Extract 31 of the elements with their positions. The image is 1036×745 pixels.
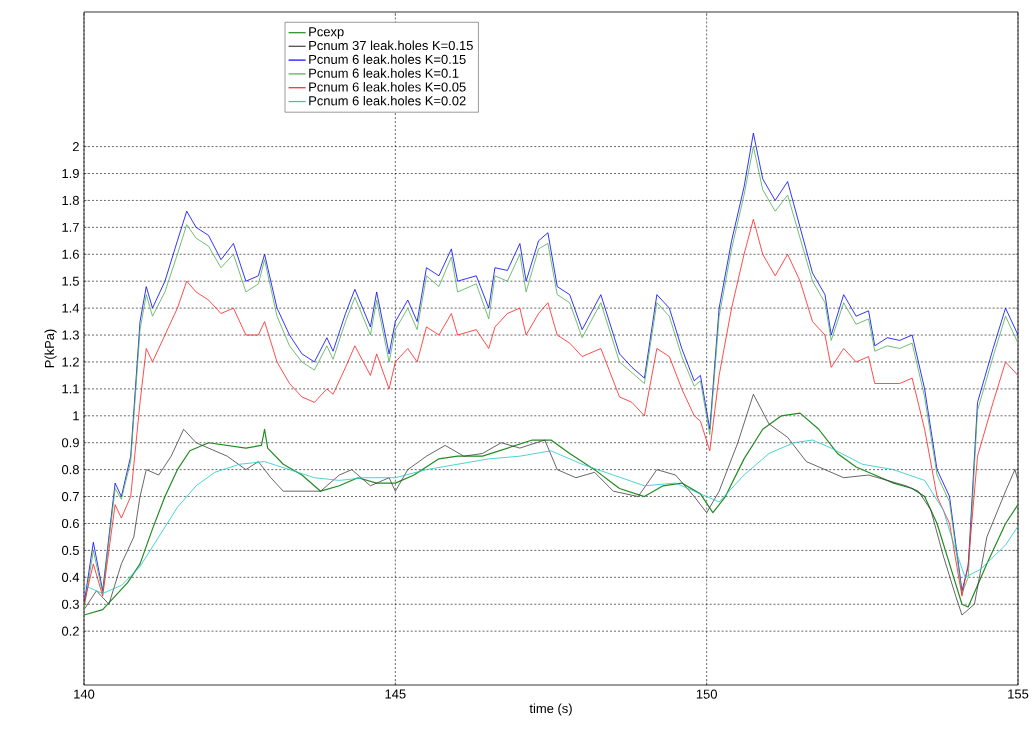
legend-label: Pcnum 6 leak.holes K=0.02 <box>309 95 466 106</box>
legend-label: Pcnum 37 leak.holes K=0.15 <box>309 40 473 51</box>
legend-label: Pcexp <box>309 27 344 39</box>
y-tick-label: 1.4 <box>62 303 80 313</box>
y-tick-label: 1.7 <box>62 222 79 232</box>
x-axis-title: time (s) <box>529 703 572 716</box>
legend-label: Pcnum 6 leak.holes K=0.05 <box>309 82 466 92</box>
y-tick-label: 1.6 <box>62 249 79 259</box>
y-tick-label: 1.5 <box>62 276 79 286</box>
x-tick-label: 140 <box>74 689 95 699</box>
legend-label: Pcnum 6 leak.holes K=0.15 <box>309 54 466 64</box>
y-tick-label: 0.3 <box>61 599 79 609</box>
x-tick-label: 155 <box>1008 689 1029 699</box>
y-tick-label: 1 <box>73 411 79 421</box>
y-axis-title: P(kPa) <box>44 329 57 368</box>
legend-label: Pcnum 6 leak.holes K=0.1 <box>309 68 459 78</box>
x-tick-label: 150 <box>696 689 717 699</box>
y-tick-label: 0.6 <box>61 518 79 529</box>
x-tick-label: 145 <box>385 689 406 699</box>
y-tick-label: 0.7 <box>61 491 79 502</box>
y-tick-label: 1.1 <box>62 384 79 394</box>
y-tick-label: 1.3 <box>62 330 79 340</box>
y-tick-label: 0.5 <box>61 545 79 555</box>
y-tick-label: 0.2 <box>61 626 79 636</box>
y-tick-label: 0.4 <box>61 572 80 582</box>
y-tick-label: 2 <box>72 142 79 152</box>
y-tick-label: 0.9 <box>61 438 79 448</box>
y-tick-label: 1.9 <box>62 168 79 179</box>
y-tick-label: 1.2 <box>62 357 79 367</box>
y-tick-label: 1.8 <box>62 195 79 206</box>
y-tick-label: 0.8 <box>61 465 79 475</box>
